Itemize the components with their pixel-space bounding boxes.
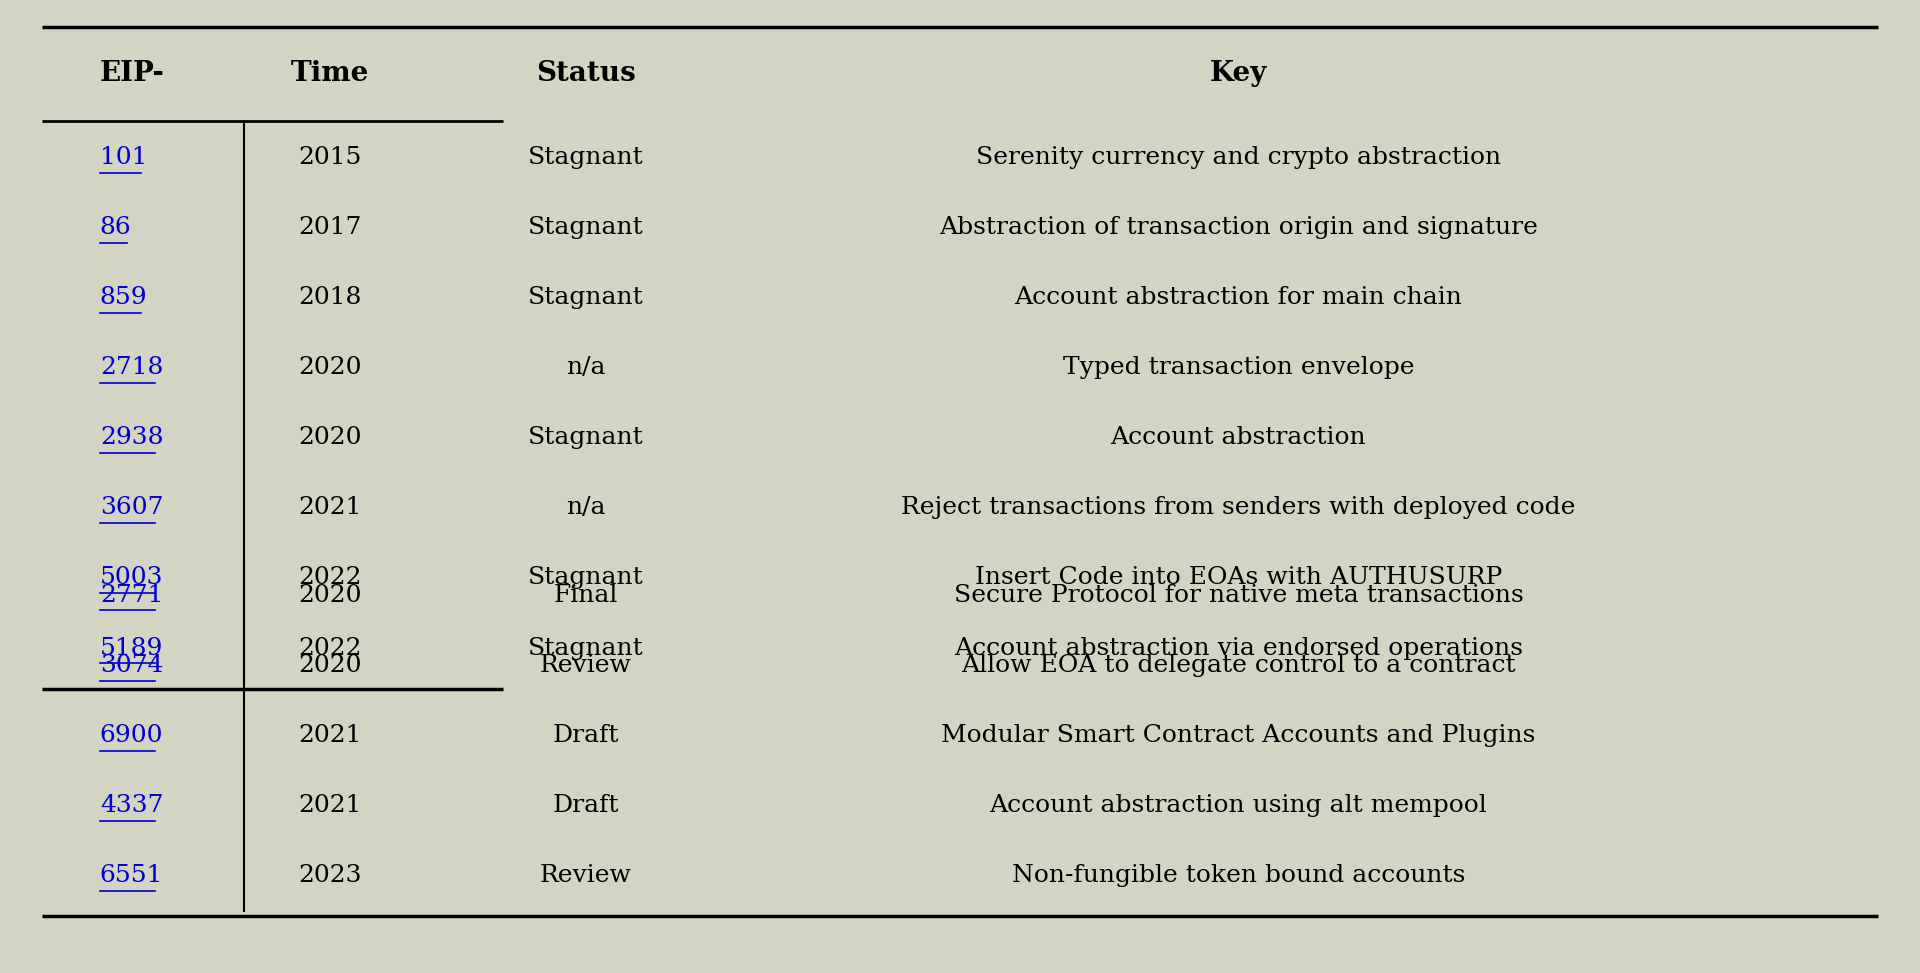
Text: Account abstraction: Account abstraction bbox=[1110, 426, 1367, 450]
Text: 2018: 2018 bbox=[298, 286, 363, 309]
Text: 2020: 2020 bbox=[298, 654, 363, 677]
Text: 101: 101 bbox=[100, 146, 148, 169]
Text: Stagnant: Stagnant bbox=[528, 566, 643, 590]
Text: Review: Review bbox=[540, 654, 632, 677]
Text: Stagnant: Stagnant bbox=[528, 216, 643, 239]
Text: Account abstraction for main chain: Account abstraction for main chain bbox=[1014, 286, 1463, 309]
Text: Account abstraction using alt mempool: Account abstraction using alt mempool bbox=[989, 794, 1488, 817]
Text: 2938: 2938 bbox=[100, 426, 163, 450]
Text: 2022: 2022 bbox=[298, 566, 363, 590]
Text: Modular Smart Contract Accounts and Plugins: Modular Smart Contract Accounts and Plug… bbox=[941, 724, 1536, 747]
Text: 2020: 2020 bbox=[298, 356, 363, 379]
Text: Account abstraction via endorsed operations: Account abstraction via endorsed operati… bbox=[954, 636, 1523, 660]
Text: Stagnant: Stagnant bbox=[528, 426, 643, 450]
Text: Time: Time bbox=[292, 60, 369, 88]
Text: 2020: 2020 bbox=[298, 584, 363, 607]
Text: 2020: 2020 bbox=[298, 426, 363, 450]
Text: Insert Code into EOAs with AUTHUSURP: Insert Code into EOAs with AUTHUSURP bbox=[975, 566, 1501, 590]
Text: Typed transaction envelope: Typed transaction envelope bbox=[1062, 356, 1415, 379]
Text: Review: Review bbox=[540, 864, 632, 887]
Text: Final: Final bbox=[553, 584, 618, 607]
Text: Key: Key bbox=[1210, 60, 1267, 88]
Text: n/a: n/a bbox=[566, 496, 605, 520]
Text: 2771: 2771 bbox=[100, 584, 163, 607]
Text: 3074: 3074 bbox=[100, 654, 163, 677]
Text: 2017: 2017 bbox=[298, 216, 363, 239]
Text: 2021: 2021 bbox=[298, 724, 363, 747]
Text: Stagnant: Stagnant bbox=[528, 286, 643, 309]
Text: Draft: Draft bbox=[553, 794, 618, 817]
Text: 2021: 2021 bbox=[298, 496, 363, 520]
Text: 859: 859 bbox=[100, 286, 148, 309]
Text: 86: 86 bbox=[100, 216, 132, 239]
Text: Stagnant: Stagnant bbox=[528, 146, 643, 169]
Text: 5003: 5003 bbox=[100, 566, 163, 590]
Text: 2021: 2021 bbox=[298, 794, 363, 817]
Text: 4337: 4337 bbox=[100, 794, 163, 817]
Text: 2023: 2023 bbox=[298, 864, 363, 887]
Text: 6551: 6551 bbox=[100, 864, 163, 887]
Text: Serenity currency and crypto abstraction: Serenity currency and crypto abstraction bbox=[975, 146, 1501, 169]
Text: Status: Status bbox=[536, 60, 636, 88]
Text: Secure Protocol for native meta transactions: Secure Protocol for native meta transact… bbox=[954, 584, 1523, 607]
Text: Draft: Draft bbox=[553, 724, 618, 747]
Text: 2022: 2022 bbox=[298, 636, 363, 660]
Text: 2718: 2718 bbox=[100, 356, 163, 379]
Text: Reject transactions from senders with deployed code: Reject transactions from senders with de… bbox=[900, 496, 1576, 520]
Text: 2015: 2015 bbox=[298, 146, 363, 169]
Text: 6900: 6900 bbox=[100, 724, 163, 747]
Text: Stagnant: Stagnant bbox=[528, 636, 643, 660]
Text: n/a: n/a bbox=[566, 356, 605, 379]
Text: 3607: 3607 bbox=[100, 496, 163, 520]
Text: 5189: 5189 bbox=[100, 636, 163, 660]
Text: EIP-: EIP- bbox=[100, 60, 165, 88]
Text: Abstraction of transaction origin and signature: Abstraction of transaction origin and si… bbox=[939, 216, 1538, 239]
Text: Allow EOA to delegate control to a contract: Allow EOA to delegate control to a contr… bbox=[962, 654, 1515, 677]
Text: Non-fungible token bound accounts: Non-fungible token bound accounts bbox=[1012, 864, 1465, 887]
